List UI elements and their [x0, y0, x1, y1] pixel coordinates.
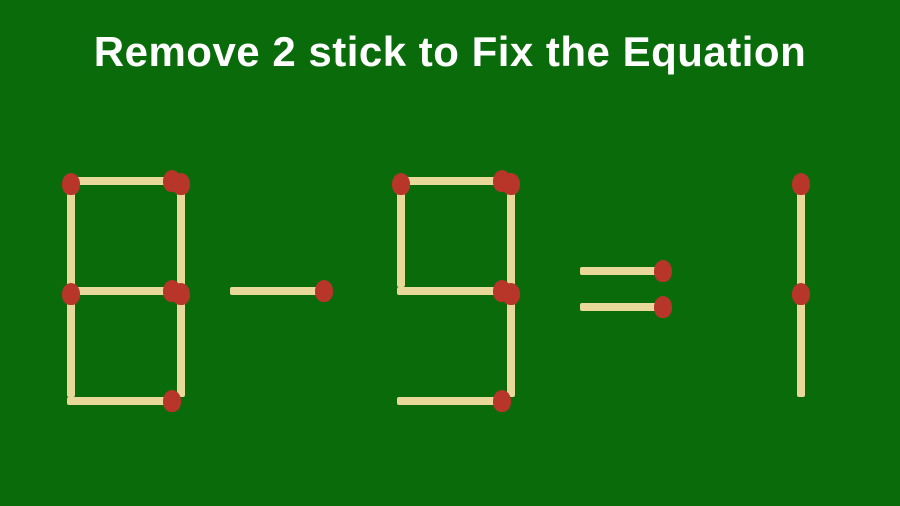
digit-8-bottom-left: [60, 287, 82, 397]
puzzle-title: Remove 2 stick to Fix the Equation: [0, 28, 900, 76]
match-stick: [67, 397, 177, 405]
digit-1-v-bottom: [790, 287, 812, 397]
digit-9-bottom: [397, 390, 507, 412]
match-head: [654, 260, 672, 282]
match-head: [172, 283, 190, 305]
match-stick: [397, 177, 507, 185]
match-head: [493, 390, 511, 412]
digit-1-v-top: [790, 177, 812, 287]
match-head: [62, 173, 80, 195]
match-head: [502, 283, 520, 305]
match-stick: [67, 287, 177, 295]
match-head: [502, 173, 520, 195]
digit-9-top-right: [500, 177, 522, 287]
puzzle-stage: [0, 150, 900, 506]
digit-8-top-right: [170, 177, 192, 287]
digit-8-top: [67, 170, 177, 192]
digit-8-bottom-right: [170, 287, 192, 397]
match-head: [62, 283, 80, 305]
equals-h-top: [580, 260, 668, 282]
digit-8-top-left: [60, 177, 82, 287]
match-head: [392, 173, 410, 195]
match-head: [792, 283, 810, 305]
digit-9-middle: [397, 280, 507, 302]
digit-9-top: [397, 170, 507, 192]
match-head: [654, 296, 672, 318]
minus-h-single: [230, 280, 329, 302]
match-stick: [67, 177, 177, 185]
match-head: [315, 280, 333, 302]
digit-9-bottom-right: [500, 287, 522, 397]
digit-9-top-left: [390, 177, 412, 287]
equals-h-bottom: [580, 296, 668, 318]
match-head: [172, 173, 190, 195]
match-head: [792, 173, 810, 195]
match-stick: [397, 397, 507, 405]
match-stick: [397, 287, 507, 295]
digit-8-middle: [67, 280, 177, 302]
match-head: [163, 390, 181, 412]
digit-8-bottom: [67, 390, 177, 412]
